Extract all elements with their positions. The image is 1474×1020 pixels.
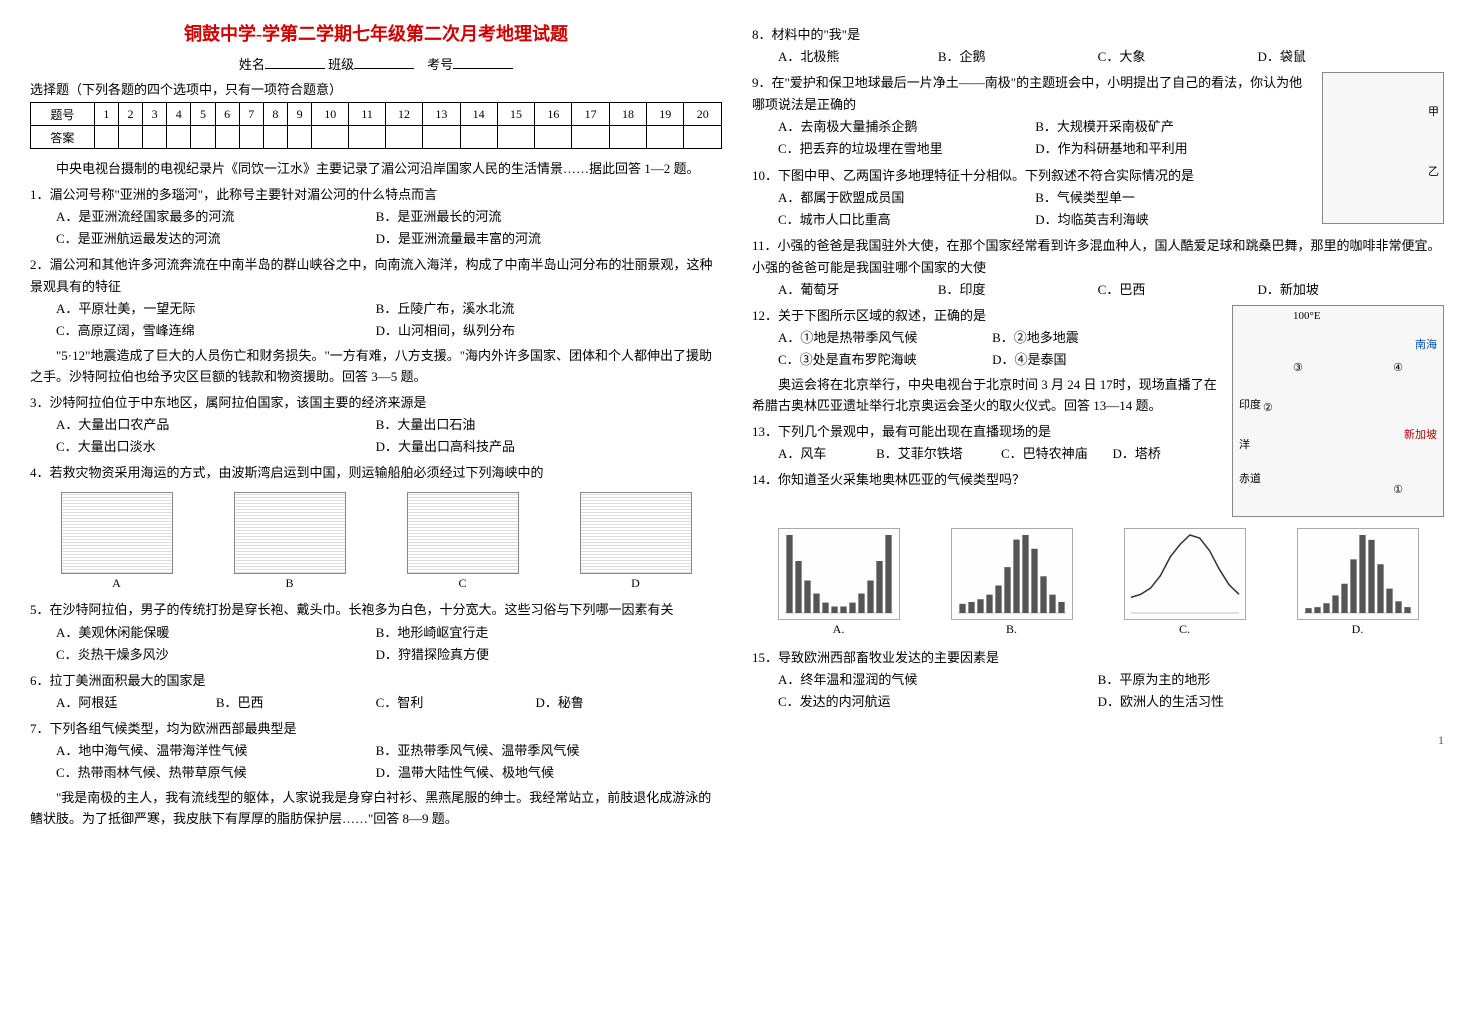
q4-img-B xyxy=(234,492,346,574)
q6: 6．拉丁美洲面积最大的国家是 A．阿根廷 B．巴西 C．智利 D．秘鲁 xyxy=(30,670,722,714)
q15-D: D．欧洲人的生活习性 xyxy=(1098,691,1418,713)
map-se-asia: 100°E 南海 ③ ④ 印度 ② 洋 新加坡 赤道 ① xyxy=(1232,305,1444,517)
chart-A: A. xyxy=(778,528,900,637)
q12-C: C．③处是直布罗陀海峡 xyxy=(778,349,992,371)
q2-A: A．平原壮美，一望无际 xyxy=(56,298,376,320)
exam-title: 铜鼓中学-学第二学期七年级第二次月考地理试题 xyxy=(30,20,722,46)
chart-C: C. xyxy=(1124,528,1246,637)
intro-8-9: "我是南极的主人，我有流线型的躯体，人家说我是身穿白衬衫、黑燕尾服的绅士。我经常… xyxy=(30,788,722,830)
q1-A: A．是亚洲流经国家最多的河流 xyxy=(56,206,376,228)
q4-img-D xyxy=(580,492,692,574)
grid-header-row: 题号 1 2 3 4 5 6 7 8 9 10 11 12 13 14 15 1… xyxy=(31,103,722,126)
q11: 11．小强的爸爸是我国驻外大使，在那个国家经常看到许多混血种人，国人酷爱足球和跳… xyxy=(752,235,1444,301)
chart-D: D. xyxy=(1297,528,1419,637)
q8: 8．材料中的"我"是 A．北极熊 B．企鹅 C．大象 D．袋鼠 xyxy=(752,24,1444,68)
q6-D: D．秘鲁 xyxy=(535,692,695,714)
q7-C: C．热带雨林气候、热带草原气候 xyxy=(56,762,376,784)
q8-C: C．大象 xyxy=(1098,46,1258,68)
examno-label: 考号 xyxy=(427,57,453,72)
q1-B: B．是亚洲最长的河流 xyxy=(376,206,696,228)
q13-C: C．巴特农神庙 xyxy=(1001,443,1113,465)
q15-B: B．平原为主的地形 xyxy=(1098,669,1418,691)
q8-D: D．袋鼠 xyxy=(1257,46,1417,68)
page-number: 1 xyxy=(752,733,1444,748)
q4-img-C xyxy=(407,492,519,574)
answer-grid: 题号 1 2 3 4 5 6 7 8 9 10 11 12 13 14 15 1… xyxy=(30,102,722,149)
examno-blank[interactable] xyxy=(453,54,513,69)
name-label: 姓名 xyxy=(239,57,265,72)
student-info-line: 姓名 班级 考号 xyxy=(30,54,722,73)
q4-cap-C: C xyxy=(407,576,519,591)
q15-A: A．终年温和湿润的气候 xyxy=(778,669,1098,691)
q4-cap-D: D xyxy=(580,576,692,591)
q2: 2．湄公河和其他许多河流奔流在中南半岛的群山峡谷之中，向南流入海洋，构成了中南半… xyxy=(30,254,722,342)
q3-D: D．大量出口高科技产品 xyxy=(376,436,696,458)
q1: 1．湄公河号称"亚洲的多瑙河"，此称号主要针对湄公河的什么特点而言 A．是亚洲流… xyxy=(30,184,722,250)
q11-D: D．新加坡 xyxy=(1257,279,1417,301)
q7-B: B．亚热带季风气候、温带季风气候 xyxy=(376,740,696,762)
q9-B: B．大规模开采南极矿产 xyxy=(1035,116,1292,138)
chart-B: B. xyxy=(951,528,1073,637)
q13-B: B．艾菲尔铁塔 xyxy=(876,443,1001,465)
q11-C: C．巴西 xyxy=(1098,279,1258,301)
q12-A: A．①地是热带季风气候 xyxy=(778,327,992,349)
grid-row2-label: 答案 xyxy=(31,126,95,149)
q4-cap-A: A xyxy=(61,576,173,591)
q4-cap-B: B xyxy=(234,576,346,591)
q4-img-A xyxy=(61,492,173,574)
class-blank[interactable] xyxy=(354,54,414,69)
q4-images: A B C D xyxy=(30,492,722,591)
q10-D: D．均临英吉利海峡 xyxy=(1035,209,1292,231)
intro-1-2: 中央电视台摄制的电视纪录片《同饮一江水》主要记录了湄公河沿岸国家人民的生活情景…… xyxy=(30,159,722,180)
q1-C: C．是亚洲航运最发达的河流 xyxy=(56,228,376,250)
select-instruction: 选择题（下列各题的四个选项中，只有一项符合题意） xyxy=(30,79,722,98)
q5-A: A．美观休闲能保暖 xyxy=(56,622,376,644)
q5-C: C．炎热干燥多风沙 xyxy=(56,644,376,666)
class-label: 班级 xyxy=(328,57,354,72)
q7: 7．下列各组气候类型，均为欧洲西部最典型是 A．地中海气候、温带海洋性气候 B．… xyxy=(30,718,722,784)
q9-D: D．作为科研基地和平利用 xyxy=(1035,138,1292,160)
q10-A: A．都属于欧盟成员国 xyxy=(778,187,1035,209)
q15-C: C．发达的内河航运 xyxy=(778,691,1098,713)
q3-B: B．大量出口石油 xyxy=(376,414,696,436)
q8-B: B．企鹅 xyxy=(938,46,1098,68)
q3-A: A．大量出口农产品 xyxy=(56,414,376,436)
q10-C: C．城市人口比重高 xyxy=(778,209,1035,231)
q14-charts: A. B. C. D. xyxy=(752,527,1444,637)
q13-A: A．风车 xyxy=(778,443,876,465)
map-jia-yi: 甲 乙 xyxy=(1322,72,1444,224)
q2-C: C．高原辽阔，雪峰连绵 xyxy=(56,320,376,342)
q5-D: D．狩猎探险真方便 xyxy=(376,644,696,666)
q9-A: A．去南极大量捕杀企鹅 xyxy=(778,116,1035,138)
q13-D: D．塔桥 xyxy=(1112,443,1201,465)
q8-A: A．北极熊 xyxy=(778,46,938,68)
q7-D: D．温带大陆性气候、极地气候 xyxy=(376,762,696,784)
grid-row1-label: 题号 xyxy=(31,103,95,126)
q6-A: A．阿根廷 xyxy=(56,692,216,714)
q10-B: B．气候类型单一 xyxy=(1035,187,1292,209)
q7-A: A．地中海气候、温带海洋性气候 xyxy=(56,740,376,762)
q11-B: B．印度 xyxy=(938,279,1098,301)
q3-C: C．大量出口淡水 xyxy=(56,436,376,458)
grid-answer-row[interactable]: 答案 xyxy=(31,126,722,149)
q12-D: D．④是泰国 xyxy=(992,349,1206,371)
q2-D: D．山河相间，纵列分布 xyxy=(376,320,696,342)
q2-B: B．丘陵广布，溪水北流 xyxy=(376,298,696,320)
q11-A: A．葡萄牙 xyxy=(778,279,938,301)
q12-B: B．②地多地震 xyxy=(992,327,1206,349)
q9-C: C．把丢弃的垃圾埋在雪地里 xyxy=(778,138,1035,160)
q6-B: B．巴西 xyxy=(216,692,376,714)
q1-D: D．是亚洲流量最丰富的河流 xyxy=(376,228,696,250)
q3: 3．沙特阿拉伯位于中东地区，属阿拉伯国家，该国主要的经济来源是 A．大量出口农产… xyxy=(30,392,722,458)
name-blank[interactable] xyxy=(265,54,325,69)
q5-B: B．地形崎岖宜行走 xyxy=(376,622,696,644)
q4: 4．若救灾物资采用海运的方式，由波斯湾启运到中国，则运输船舶必须经过下列海峡中的 xyxy=(30,462,722,484)
intro-3-5: "5·12"地震造成了巨大的人员伤亡和财务损失。"一方有难，八方支援。"海内外许… xyxy=(30,346,722,388)
q6-C: C．智利 xyxy=(376,692,536,714)
q5: 5．在沙特阿拉伯，男子的传统打扮是穿长袍、戴头巾。长袍多为白色，十分宽大。这些习… xyxy=(30,599,722,665)
q15: 15．导致欧洲西部畜牧业发达的主要因素是 A．终年温和湿润的气候 B．平原为主的… xyxy=(752,647,1444,713)
